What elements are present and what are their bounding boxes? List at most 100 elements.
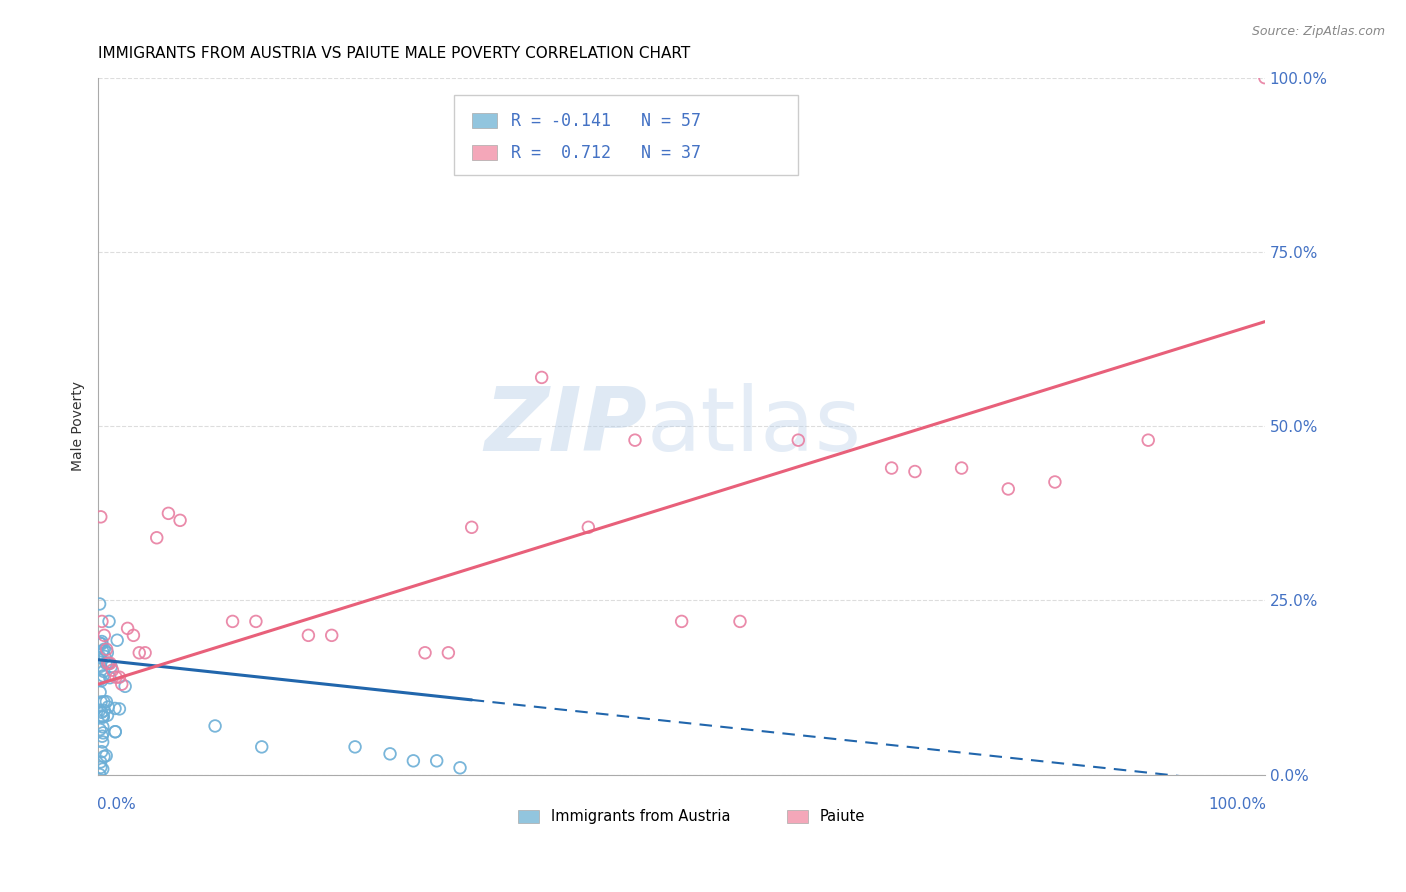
Point <box>100 659 122 673</box>
Point <box>108 670 131 684</box>
Point <box>89 597 111 611</box>
Point <box>145 531 167 545</box>
Point <box>90 673 112 688</box>
Point <box>344 739 367 754</box>
Point <box>114 679 136 693</box>
Point <box>904 465 927 479</box>
Point <box>90 615 112 629</box>
Point <box>250 739 273 754</box>
Point <box>97 657 120 671</box>
Point <box>94 656 117 670</box>
Point <box>297 628 319 642</box>
Point <box>89 636 111 650</box>
Text: Paiute: Paiute <box>820 809 865 824</box>
Point <box>89 703 111 717</box>
Point <box>728 615 751 629</box>
Text: R = -0.141   N = 57: R = -0.141 N = 57 <box>512 112 702 129</box>
Point <box>157 507 180 521</box>
Text: 0.0%: 0.0% <box>97 797 136 812</box>
Point <box>90 637 112 651</box>
Point <box>96 748 118 763</box>
Point <box>90 706 112 720</box>
Bar <box>519 810 540 822</box>
FancyBboxPatch shape <box>454 95 799 175</box>
Point <box>104 701 127 715</box>
Point <box>997 482 1019 496</box>
Point <box>104 670 127 684</box>
Point <box>93 749 115 764</box>
Point <box>96 646 118 660</box>
Point <box>950 461 973 475</box>
Point <box>101 663 124 677</box>
Point <box>90 659 112 673</box>
Point <box>169 513 191 527</box>
Text: Source: ZipAtlas.com: Source: ZipAtlas.com <box>1251 25 1385 38</box>
Point <box>90 755 112 769</box>
Point <box>96 695 118 709</box>
Point <box>97 700 120 714</box>
Point <box>134 646 156 660</box>
Point <box>321 628 343 642</box>
Point <box>89 723 111 737</box>
Bar <box>471 113 498 128</box>
Point <box>460 520 482 534</box>
Point <box>221 615 243 629</box>
Point <box>378 747 401 761</box>
Point <box>97 657 120 671</box>
Point <box>98 657 121 671</box>
Point <box>91 710 114 724</box>
Point <box>122 628 145 642</box>
Point <box>245 615 267 629</box>
Point <box>93 704 115 718</box>
Point <box>413 646 436 660</box>
Point <box>91 710 114 724</box>
Text: ZIP: ZIP <box>484 383 647 470</box>
Point <box>104 724 127 739</box>
Point <box>90 760 112 774</box>
Point <box>449 761 471 775</box>
Point <box>426 754 449 768</box>
Bar <box>471 145 498 161</box>
Point <box>97 657 120 671</box>
Point <box>96 642 118 657</box>
Point <box>437 646 460 660</box>
Point <box>98 671 121 685</box>
Point <box>91 729 114 743</box>
Point <box>91 709 114 723</box>
Point <box>91 762 114 776</box>
Point <box>880 461 903 475</box>
Point <box>1043 475 1066 489</box>
Point <box>117 621 139 635</box>
Y-axis label: Male Poverty: Male Poverty <box>72 381 86 471</box>
Point <box>671 615 693 629</box>
Text: atlas: atlas <box>647 383 862 470</box>
Point <box>108 702 131 716</box>
Point <box>90 745 112 759</box>
Point <box>1137 433 1160 447</box>
Point <box>1254 70 1277 85</box>
Point <box>93 665 115 679</box>
Point <box>530 370 553 384</box>
Bar <box>786 810 807 822</box>
Point <box>91 644 114 658</box>
Point <box>93 628 115 642</box>
Point <box>91 669 114 683</box>
Point <box>90 509 112 524</box>
Point <box>576 520 599 534</box>
Point <box>204 719 226 733</box>
Point <box>90 695 112 709</box>
Point <box>89 673 111 687</box>
Point <box>89 650 111 665</box>
Point <box>96 708 118 723</box>
Point <box>128 646 150 660</box>
Point <box>98 615 121 629</box>
Text: Immigrants from Austria: Immigrants from Austria <box>551 809 731 824</box>
Text: 100.0%: 100.0% <box>1208 797 1265 812</box>
Point <box>787 433 810 447</box>
Point <box>90 634 112 648</box>
Point <box>91 735 114 749</box>
Point <box>93 642 115 657</box>
Point <box>93 695 115 709</box>
Text: IMMIGRANTS FROM AUSTRIA VS PAIUTE MALE POVERTY CORRELATION CHART: IMMIGRANTS FROM AUSTRIA VS PAIUTE MALE P… <box>98 46 690 62</box>
Point <box>91 720 114 734</box>
